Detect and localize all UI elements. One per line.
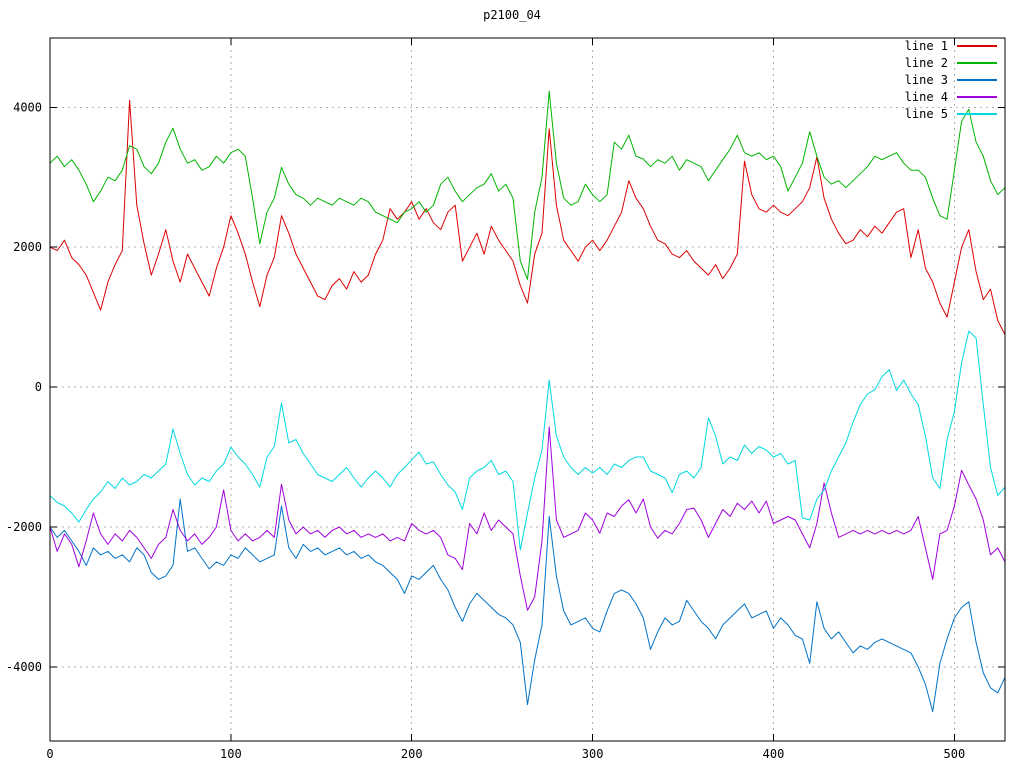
legend-label: line 5 (905, 107, 948, 121)
legend-label: line 3 (905, 73, 948, 87)
series-line-4 (49, 426, 1006, 611)
series-line-5 (49, 330, 1006, 551)
chart-title: p2100_04 (483, 8, 541, 22)
x-tick-label: 0 (46, 747, 53, 761)
plot-border (49, 37, 1006, 742)
legend-label: line 1 (905, 39, 948, 53)
legend-label: line 2 (905, 56, 948, 70)
legend-label: line 4 (905, 90, 948, 104)
y-tick-label: 4000 (13, 100, 42, 114)
y-tick-label: 0 (35, 380, 42, 394)
x-tick-label: 400 (763, 747, 785, 761)
y-tick-label: 2000 (13, 240, 42, 254)
series-line-2 (49, 90, 1006, 280)
series-line-1 (49, 99, 1006, 336)
x-tick-label: 300 (582, 747, 604, 761)
x-tick-label: 100 (220, 747, 242, 761)
y-tick-label: -4000 (6, 660, 42, 674)
x-tick-label: 500 (944, 747, 966, 761)
y-tick-label: -2000 (6, 520, 42, 534)
series-line-3 (49, 498, 1006, 713)
x-tick-label: 200 (401, 747, 423, 761)
